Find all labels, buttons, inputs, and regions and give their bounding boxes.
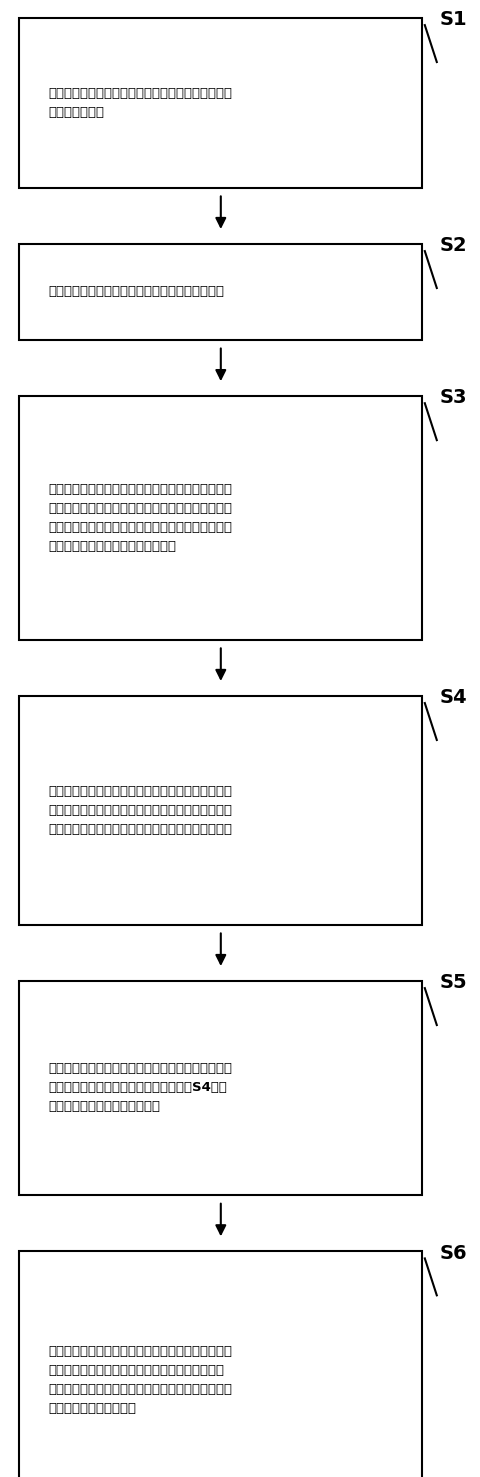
Text: S6: S6 [439, 1244, 467, 1263]
Text: 粘度调节步骤：控制器根据当前相对粘度或修正后的
当前相对粘度，在被测液体的粘度大于预定粘度值
时，根据控制器的指令执行机构将溶剂兑入被测液体
内，以调整当前相对: 粘度调节步骤：控制器根据当前相对粘度或修正后的 当前相对粘度，在被测液体的粘度大… [48, 1346, 232, 1415]
Text: 所述磁场吸引振动弹片形变，向距离感应器移动，当
所述振动弹片的自由端向所述距离感应器靠近预定位
移后，触发距离感应器从一种工作状态改变为另一种
工作状态，并向控: 所述磁场吸引振动弹片形变，向距离感应器移动，当 所述振动弹片的自由端向所述距离感… [48, 483, 232, 552]
Text: S1: S1 [439, 10, 467, 30]
Text: 脉冲信号使驱动线圈产生与预定频率相同的磁场；: 脉冲信号使驱动线圈产生与预定频率相同的磁场； [48, 285, 224, 298]
Bar [19, 244, 422, 340]
Text: S3: S3 [439, 388, 467, 408]
Bar [19, 696, 422, 925]
Bar [19, 1251, 422, 1477]
Bar [19, 981, 422, 1195]
Text: 在控制器的控制下，驱动电路向驱动线圈提供预定频
率的脉冲信号；: 在控制器的控制下，驱动电路向驱动线圈提供预定频 率的脉冲信号； [48, 87, 232, 118]
Bar [19, 18, 422, 188]
Text: 所述驱动线圈断电，所述振动弹片恢复原始状态；周
而复始；控制器根据振动弹片起振的开始时间到距离
感应器发出电信号的时间差，求出液体的相对粘度；: 所述驱动线圈断电，所述振动弹片恢复原始状态；周 而复始；控制器根据振动弹片起振的… [48, 784, 232, 836]
Text: S4: S4 [439, 688, 467, 707]
Text: S5: S5 [439, 973, 467, 993]
Text: 温度补偿步骤：控制器根据温度探头所测出的当前液
体温度，与预定的标定温度进行比较，对S4步求
出的液体的相对粘度进行修正；: 温度补偿步骤：控制器根据温度探头所测出的当前液 体温度，与预定的标定温度进行比较… [48, 1062, 232, 1114]
Bar [19, 396, 422, 640]
Text: S2: S2 [439, 236, 467, 256]
